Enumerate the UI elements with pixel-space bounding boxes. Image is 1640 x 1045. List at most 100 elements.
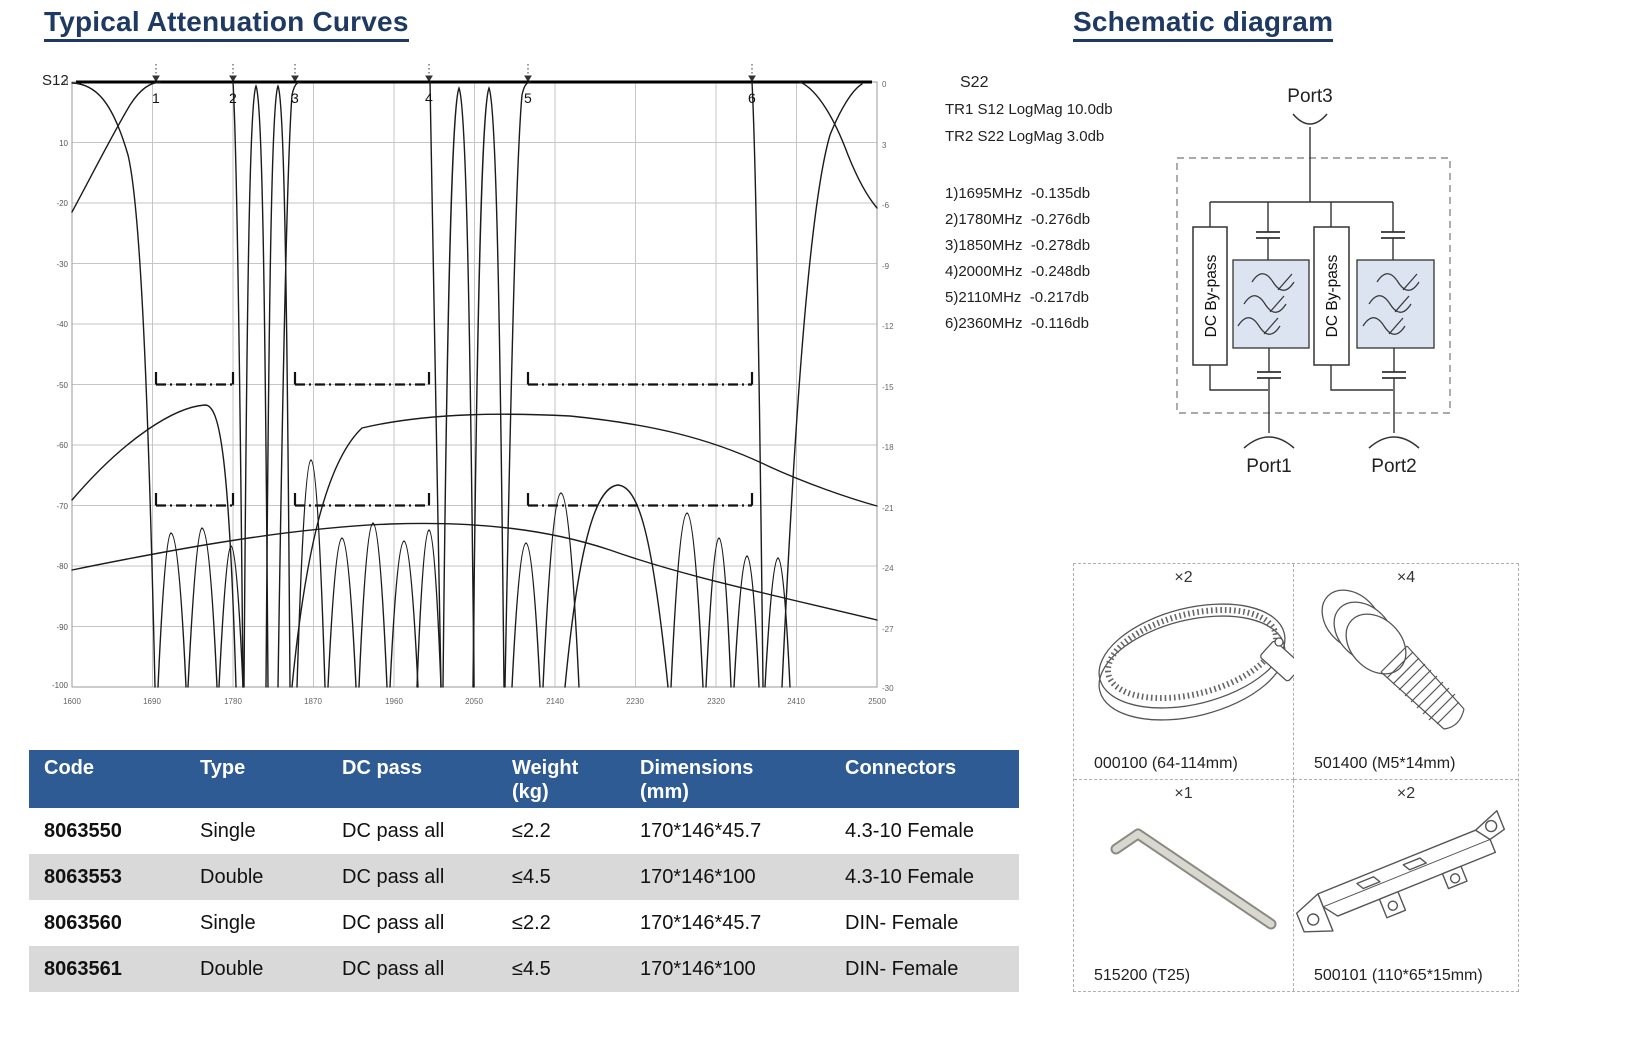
dc-bypass-box-2 bbox=[1313, 226, 1350, 366]
port1-label: Port1 bbox=[1246, 456, 1292, 477]
column-header-dc-pass: DC pass bbox=[327, 750, 497, 808]
hose-clamp-icon bbox=[1098, 603, 1302, 721]
cell-weight: ≤4.5 bbox=[512, 865, 551, 888]
y-tick-label: -20 bbox=[56, 199, 68, 208]
part-qty: ×2 bbox=[1174, 569, 1193, 586]
cell-dc-pass: DC pass all bbox=[342, 911, 445, 934]
y-tick-label: -80 bbox=[56, 562, 68, 571]
part-qty: ×2 bbox=[1396, 785, 1416, 802]
x-tick-label: 1780 bbox=[224, 697, 242, 706]
right-tick-label: -27 bbox=[882, 625, 894, 634]
marker-number: 6 bbox=[748, 90, 756, 106]
part-caption: 000100 (64-114mm) bbox=[1094, 755, 1238, 772]
x-tick-label: 2230 bbox=[626, 697, 644, 706]
schematic-svg: DC By-pass DC By-pass bbox=[1176, 113, 1451, 449]
right-tick-label: -30 bbox=[882, 684, 894, 693]
filter-box-1 bbox=[1232, 259, 1310, 349]
marker-readout: 2)1780MHz -0.276db bbox=[945, 211, 1091, 228]
part-qty: ×4 bbox=[1396, 569, 1416, 586]
x-tick-label: 2320 bbox=[707, 697, 725, 706]
part-cell-hose-clamp: ×2 000100 (64-114mm) bbox=[1074, 564, 1302, 780]
marker-readout: 3)1850MHz -0.278db bbox=[945, 237, 1091, 254]
column-header-code: Code bbox=[29, 750, 185, 808]
right-tick-label: -18 bbox=[882, 443, 894, 452]
marker-pointer-icons bbox=[152, 64, 756, 82]
x-tick-label: 2140 bbox=[546, 697, 564, 706]
cell-code: 8063553 bbox=[44, 865, 122, 888]
dc-bypass-box-1 bbox=[1192, 226, 1228, 366]
legend-tr2: TR2 S22 LogMag 3.0db bbox=[945, 128, 1105, 145]
cell-code: 8063561 bbox=[44, 957, 122, 980]
schematic-dashed-box bbox=[1176, 157, 1451, 414]
marker-number: 2 bbox=[229, 90, 237, 106]
cell-dc-pass: DC pass all bbox=[342, 865, 445, 888]
port2-icon bbox=[1368, 436, 1420, 449]
screw-icon bbox=[1321, 589, 1465, 730]
x-tick-label: 1690 bbox=[143, 697, 161, 706]
x-tick-label: 2410 bbox=[787, 697, 805, 706]
spec-line-end-brackets bbox=[154, 372, 754, 506]
right-tick-label: -12 bbox=[882, 322, 894, 331]
filter-wave-icon-1 bbox=[1237, 273, 1295, 335]
part-cell-mounting-bracket: ×2 500101 (110*65*15mm) bbox=[1294, 780, 1518, 991]
dc-bypass-label-1: DC By-pass bbox=[1203, 254, 1220, 337]
marker-readout: 5)2110MHz -0.217db bbox=[945, 289, 1089, 306]
accessory-parts-panel: ×2 000100 (64-114mm) ×4 bbox=[1073, 563, 1519, 992]
s22-trace-label: S22 bbox=[960, 74, 989, 91]
schematic-wires bbox=[1209, 127, 1395, 433]
y-tick-label: 10 bbox=[59, 139, 68, 148]
filter-box-2 bbox=[1356, 259, 1435, 349]
part-cell-screw: ×4 501400 (M5*14mm) bbox=[1294, 564, 1518, 780]
x-tick-label: 2050 bbox=[465, 697, 483, 706]
y-tick-label: -50 bbox=[56, 381, 68, 390]
marker-number: 3 bbox=[291, 90, 299, 106]
part-caption: 500101 (110*65*15mm) bbox=[1314, 967, 1483, 984]
cell-dimensions: 170*146*45.7 bbox=[640, 911, 762, 934]
cell-code: 8063560 bbox=[44, 911, 122, 934]
cell-dimensions: 170*146*100 bbox=[640, 957, 756, 980]
legend-tr1: TR1 S12 LogMag 10.0db bbox=[945, 101, 1113, 118]
filter-wave-icon-2 bbox=[1362, 273, 1420, 335]
column-header-type: Type bbox=[185, 750, 327, 808]
table-header-row: Code Type DC pass Weight (kg) Dimensions(… bbox=[29, 750, 1019, 808]
x-tick-label: 1960 bbox=[385, 697, 403, 706]
part-caption: 515200 (T25) bbox=[1094, 967, 1191, 984]
right-tick-label: 0 bbox=[882, 80, 887, 89]
cell-connectors: DIN- Female bbox=[845, 911, 959, 934]
cell-weight: ≤2.2 bbox=[512, 819, 551, 842]
attenuation-chart-svg bbox=[71, 64, 878, 688]
torx-key-icon bbox=[1110, 828, 1277, 930]
table-row: 8063561 Double DC pass all ≤4.5 170*146*… bbox=[29, 946, 1019, 992]
table-row: 8063553 Double DC pass all ≤4.5 170*146*… bbox=[29, 854, 1019, 900]
part-cell-torx-key: ×1 515200 (T25) bbox=[1074, 780, 1294, 991]
right-tick-label: -24 bbox=[882, 564, 894, 573]
y-tick-label: -30 bbox=[56, 260, 68, 269]
port3-icon bbox=[1292, 113, 1328, 125]
cell-connectors: DIN- Female bbox=[845, 957, 959, 980]
dc-bypass-label-2: DC By-pass bbox=[1324, 254, 1341, 337]
port2-label: Port2 bbox=[1371, 456, 1417, 477]
marker-readout: 4)2000MHz -0.248db bbox=[945, 263, 1091, 280]
x-tick-label: 1870 bbox=[304, 697, 322, 706]
right-tick-label: 3 bbox=[882, 141, 887, 150]
right-tick-label: -15 bbox=[882, 383, 894, 392]
cell-type: Single bbox=[200, 911, 256, 934]
marker-number: 1 bbox=[152, 90, 160, 106]
column-header-dimensions: Dimensions (mm) bbox=[625, 750, 830, 808]
y-tick-label: -70 bbox=[56, 502, 68, 511]
s12-trace-label: S12 bbox=[42, 72, 69, 89]
product-spec-table: Code Type DC pass Weight (kg) Dimensions(… bbox=[29, 750, 1019, 992]
marker-number: 5 bbox=[524, 90, 532, 106]
marker-readout: 1)1695MHz -0.135db bbox=[945, 185, 1091, 202]
column-header-connectors: Connectors bbox=[830, 750, 1019, 808]
y-tick-label: -40 bbox=[56, 320, 68, 329]
cell-dc-pass: DC pass all bbox=[342, 957, 445, 980]
cell-weight: ≤2.2 bbox=[512, 911, 551, 934]
attenuation-chart: S12 S22 TR1 S12 LogMag 10.0db TR2 S22 Lo… bbox=[0, 0, 1113, 730]
right-tick-label: -21 bbox=[882, 504, 894, 513]
y-tick-label: -90 bbox=[56, 623, 68, 632]
port1-icon bbox=[1243, 436, 1295, 449]
part-qty: ×1 bbox=[1174, 785, 1193, 802]
x-tick-label: 2500 bbox=[868, 697, 886, 706]
table-row: 8063560 Single DC pass all ≤2.2 170*146*… bbox=[29, 900, 1019, 946]
